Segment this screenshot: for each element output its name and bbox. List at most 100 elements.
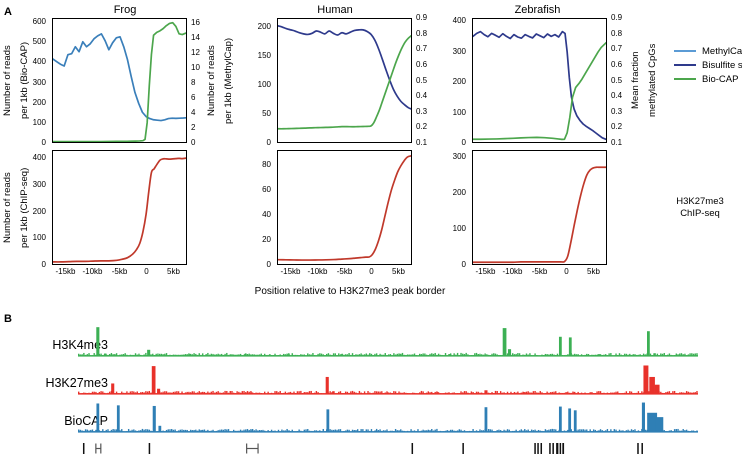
track-label-h3k27me3: H3K27me3 [45,376,108,390]
x-axis-tick-label: 0 [564,267,569,276]
axis-tick-label: 0.3 [416,106,428,116]
axis-tick-label: 12 [191,47,200,57]
axis-tick-label: 400 [32,153,46,163]
human-top-y2ticks: 0.1 0.2 0.3 0.4 0.5 0.6 0.7 0.8 0.9 [414,13,436,147]
axis-tick-label: 0.6 [416,59,428,69]
zebrafish-xticks: -15kb -10kb -5kb 0 5kb [450,267,630,279]
axis-title-line2: methylated CpGs [647,43,658,118]
x-axis-tick-label: 5kb [167,267,180,276]
axis-tick-label: 100 [32,117,46,127]
human-bottom-plot [277,150,412,265]
frog-bottom-yticks: 0 100 200 300 400 [23,150,49,269]
zebrafish-top-right-axis-title: Mean fraction methylated CpGs [630,18,664,143]
axis-tick-label: 300 [452,46,466,56]
axis-tick-label: 0.7 [416,44,428,54]
axis-tick-label: 0.4 [416,91,428,101]
x-axis-tick-label: -5kb [531,267,548,276]
column-title-zebrafish: Zebrafish [514,4,561,16]
legend: MethylCap Bisulfite seq Bio-CAP [674,44,742,86]
legend-swatch-biocap [674,78,696,80]
zebrafish-top-plot [472,18,607,143]
axis-tick-label: 400 [452,16,466,26]
human-top-yticks: 0 50 100 150 200 [248,18,274,147]
human-xticks: -15kb -10kb -5kb 0 5kb [255,267,435,279]
axis-tick-label: 0 [191,138,196,147]
x-axis-tick-label: -5kb [336,267,353,276]
axis-tick-label: 0.3 [611,106,623,116]
axis-tick-label: 16 [191,17,200,27]
axis-tick-label: 10 [191,62,200,72]
x-axis-tick-label: 5kb [587,267,600,276]
human-top-plot [277,18,412,143]
axis-title-line1: Mean fraction [630,51,641,110]
legend-label-methylcap: MethylCap [702,45,742,57]
axis-tick-label: 0.8 [416,28,428,38]
panel-a-letter: A [4,6,12,18]
axis-tick-label: 80 [262,160,271,169]
axis-tick-label: 100 [32,233,46,243]
browser-track-h3k4me3 [78,322,698,358]
axis-tick-label: 0 [41,260,46,269]
x-axis-tick-label: 0 [144,267,149,276]
axis-tick-label: 40 [262,210,271,219]
legend-label-biocap: Bio-CAP [702,73,739,85]
frog-top-y2ticks: 0 2 4 6 8 10 12 14 16 [189,17,207,147]
note-line1: H3K27me3 [676,196,724,207]
legend-item-biocap: Bio-CAP [674,72,742,86]
legend-swatch-methylcap [674,50,696,52]
legend-item-methylcap: MethylCap [674,44,742,58]
h3k27me3-chipseq-note: H3K27me3 ChIP-seq [660,196,740,221]
panel-b-letter: B [4,313,12,325]
human-bottom-yticks: 0 20 40 60 80 [248,150,274,269]
axis-tick-label: 100 [257,79,271,89]
x-axis-tick-label: -10kb [307,267,328,276]
browser-track-h3k27me3 [78,360,698,396]
axis-tick-label: 8 [191,77,196,87]
x-axis-tick-label: -15kb [280,267,301,276]
axis-tick-label: 400 [32,57,46,67]
legend-label-bisulfite: Bisulfite seq [702,59,742,71]
track-label-h3k4me3: H3K4me3 [52,338,108,352]
axis-title-line2: per 1kb (MethylCap) [223,37,234,124]
axis-tick-label: 0.7 [611,44,623,54]
axis-tick-label: 300 [32,77,46,87]
axis-tick-label: 0.5 [611,75,623,85]
frog-bottom-plot [52,150,187,265]
legend-item-bisulfite: Bisulfite seq [674,58,742,72]
axis-tick-label: 0.6 [611,59,623,69]
axis-tick-label: 14 [191,32,200,42]
axis-tick-label: 6 [191,92,196,102]
column-title-frog: Frog [113,4,137,16]
axis-tick-label: 0.2 [611,122,623,132]
axis-tick-label: 200 [32,97,46,107]
frog-top-plot [52,18,187,143]
x-axis-tick-label: 5kb [392,267,405,276]
axis-title-line1: Number of reads [2,172,13,243]
axis-tick-label: 100 [452,107,466,117]
x-axis-tick-label: -10kb [502,267,523,276]
legend-swatch-bisulfite [674,64,696,66]
axis-tick-label: 200 [257,21,271,31]
frog-top-yticks: 0 100 200 300 400 500 600 [23,17,49,147]
gene-annotation-row [78,440,698,458]
browser-track-biocap [78,398,698,434]
axis-tick-label: 0 [266,138,271,147]
axis-tick-label: 200 [452,188,466,198]
column-title-human: Human [317,4,353,16]
axis-tick-label: 100 [452,224,466,234]
axis-tick-label: 500 [32,37,46,47]
axis-title-line1: Number of reads [2,45,13,116]
note-line2: ChIP-seq [680,208,720,220]
axis-tick-label: 0.5 [416,75,428,85]
x-axis-tick-label: -15kb [475,267,496,276]
axis-tick-label: 0 [41,138,46,147]
axis-tick-label: 600 [32,17,46,27]
axis-tick-label: 0.2 [416,122,428,132]
axis-tick-label: 0.9 [611,13,623,22]
axis-tick-label: 0.1 [611,138,623,147]
x-axis-tick-label: -10kb [82,267,103,276]
zebrafish-top-yticks: 0 100 200 300 400 [443,16,469,147]
axis-tick-label: 0.8 [611,28,623,38]
x-axis-tick-label: -5kb [111,267,128,276]
axis-tick-label: 60 [262,185,271,194]
